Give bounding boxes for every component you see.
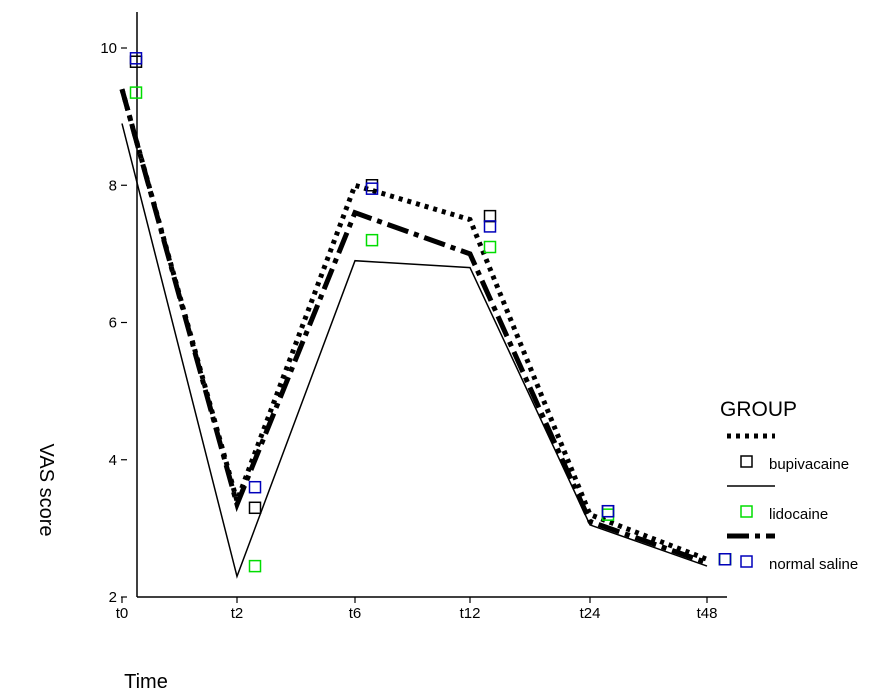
legend: GROUP bupivacaine lidocaine normal saline	[720, 398, 858, 573]
marker-bupivacaine	[129, 55, 143, 68]
legend-label-bupivacaine: bupivacaine	[769, 456, 849, 473]
marker-normal-saline	[718, 553, 732, 566]
y-tick-label: 10	[100, 40, 117, 57]
marker-normal-saline	[365, 182, 379, 195]
series-line-bupivacaine	[119, 88, 708, 562]
marker-bupivacaine	[483, 209, 497, 223]
marker-lidocaine	[718, 553, 732, 566]
marker-lidocaine	[365, 233, 379, 247]
series-lines	[119, 88, 708, 579]
x-tick-label: t2	[231, 605, 244, 622]
marker-normal-saline	[601, 504, 615, 518]
legend-marker-bupivacaine	[740, 455, 753, 468]
axes: 2 4 6 8 10 t0 t2 t6 t12 t24 t48	[100, 12, 727, 622]
series-line-normal-saline	[119, 88, 708, 566]
marker-lidocaine	[248, 559, 262, 573]
x-tick-label: t12	[460, 605, 481, 622]
y-tick-label: 6	[109, 315, 117, 332]
legend-label-lidocaine: lidocaine	[769, 506, 828, 523]
x-tick-label: t0	[116, 605, 129, 622]
y-axis-title: VAS score	[35, 444, 57, 537]
x-tick-label: t48	[697, 605, 718, 622]
legend-title: GROUP	[720, 398, 797, 421]
x-tick-label: t24	[580, 605, 601, 622]
y-tick-label: 4	[109, 452, 117, 469]
series-line-lidocaine	[121, 123, 708, 579]
marker-lidocaine	[483, 240, 497, 254]
legend-label-normal-saline: normal saline	[769, 556, 858, 573]
marker-lidocaine	[129, 86, 143, 99]
x-tick-label: t6	[349, 605, 362, 622]
marker-bupivacaine	[248, 501, 262, 515]
marker-normal-saline	[248, 480, 262, 494]
legend-marker-normal-saline	[740, 555, 753, 568]
x-axis-title: Time	[124, 671, 168, 691]
marker-normal-saline	[129, 52, 143, 65]
y-tick-label: 8	[109, 177, 117, 194]
marker-bupivacaine	[601, 504, 615, 518]
series-markers	[129, 52, 732, 573]
marker-normal-saline	[483, 220, 497, 233]
legend-marker-lidocaine	[740, 505, 753, 518]
y-tick-label: 2	[109, 589, 117, 606]
marker-bupivacaine	[718, 553, 732, 566]
